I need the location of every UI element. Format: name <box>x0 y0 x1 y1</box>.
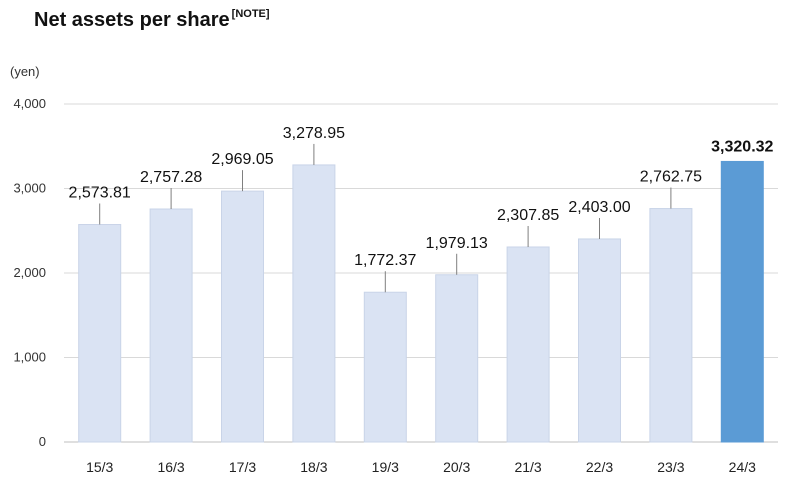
bar <box>435 274 479 443</box>
x-tick-label: 23/3 <box>657 459 684 475</box>
data-label: 3,278.95 <box>283 125 345 142</box>
y-tick-label: 0 <box>39 434 46 449</box>
x-tick-label: 18/3 <box>300 459 327 475</box>
x-tick-label: 17/3 <box>229 459 256 475</box>
data-label: 1,772.37 <box>354 252 416 269</box>
y-tick-label: 4,000 <box>13 96 46 111</box>
data-label: 2,307.85 <box>497 207 559 224</box>
data-label: 3,320.32 <box>711 138 773 155</box>
bar <box>221 190 264 443</box>
y-tick-label: 2,000 <box>13 265 46 280</box>
x-tick-label: 24/3 <box>729 459 756 475</box>
x-tick-label: 16/3 <box>157 459 184 475</box>
data-label: 2,573.81 <box>69 185 131 202</box>
bar <box>363 291 407 443</box>
x-tick-label: 21/3 <box>514 459 541 475</box>
x-tick-label: 19/3 <box>372 459 399 475</box>
y-tick-label: 3,000 <box>13 181 46 196</box>
bar <box>292 164 336 443</box>
bar-highlighted <box>720 160 764 443</box>
bar <box>149 208 193 443</box>
data-label: 2,762.75 <box>640 169 702 186</box>
bar <box>578 238 621 443</box>
chart-title-text: Net assets per share <box>34 9 230 31</box>
y-tick-label: 1,000 <box>13 350 46 365</box>
bar <box>506 246 550 443</box>
data-label: 1,979.13 <box>426 235 488 252</box>
x-tick-label: 20/3 <box>443 459 470 475</box>
x-tick-label: 15/3 <box>86 459 113 475</box>
chart-title: Net assets per share [NOTE] <box>34 8 270 32</box>
x-tick-label: 22/3 <box>586 459 613 475</box>
data-label: 2,969.05 <box>211 151 273 168</box>
y-axis-unit: (yen) <box>10 64 40 79</box>
note-marker: [NOTE] <box>231 8 270 20</box>
bar <box>649 208 693 443</box>
data-label: 2,757.28 <box>140 169 202 186</box>
data-label: 2,403.00 <box>568 199 630 216</box>
bar <box>78 224 122 443</box>
